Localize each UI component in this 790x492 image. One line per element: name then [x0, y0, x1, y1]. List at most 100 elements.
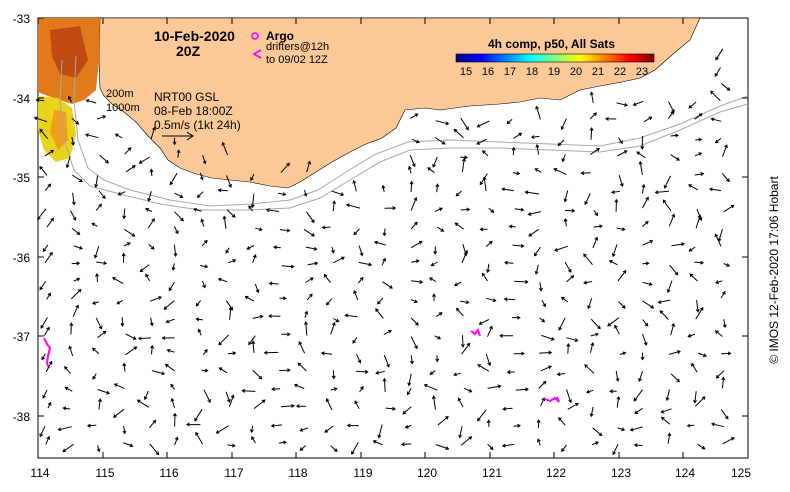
current-arrow	[670, 154, 681, 161]
current-arrow	[714, 137, 722, 144]
current-arrow	[566, 389, 572, 404]
current-arrow	[199, 172, 204, 181]
current-arrow	[305, 211, 315, 224]
current-arrow	[377, 424, 383, 439]
lon-tick: 122	[545, 466, 567, 480]
colorbar-tick: 17	[503, 66, 517, 78]
current-arrow	[331, 190, 345, 197]
current-arrow	[618, 301, 626, 309]
current-arrow	[541, 334, 555, 341]
current-arrow	[164, 363, 175, 372]
current-arrow	[431, 395, 436, 410]
current-arrow	[410, 317, 419, 326]
current-arrow	[96, 261, 108, 266]
current-arrow	[228, 394, 235, 407]
current-arrow	[536, 419, 541, 428]
current-arrow	[121, 252, 126, 263]
current-arrow	[454, 281, 462, 287]
current-arrow	[528, 228, 539, 237]
current-arrow	[561, 444, 567, 452]
current-arrow	[304, 321, 308, 336]
current-arrow	[688, 101, 697, 109]
drifter-track-b	[470, 327, 481, 337]
current-arrow	[671, 242, 685, 247]
current-arrow	[171, 263, 176, 271]
current-arrow	[358, 245, 364, 257]
current-arrow	[593, 210, 599, 217]
axis-ticks	[37, 17, 749, 458]
current-arrow	[95, 272, 100, 283]
current-arrow	[174, 192, 184, 198]
current-arrow	[40, 317, 48, 329]
current-arrow	[68, 345, 74, 357]
current-arrow	[320, 351, 333, 356]
current-arrow	[196, 191, 204, 198]
current-arrow	[65, 156, 71, 169]
current-arrow	[501, 443, 515, 448]
current-arrow	[383, 354, 390, 368]
current-arrow	[253, 399, 266, 409]
current-arrow	[268, 314, 281, 319]
current-arrow	[410, 113, 419, 119]
current-arrow	[592, 441, 599, 446]
lat-tick: -37	[12, 330, 30, 344]
current-arrow	[116, 299, 123, 305]
current-arrow	[71, 192, 76, 206]
current-arrow	[411, 138, 420, 144]
current-arrow	[715, 48, 724, 61]
current-arrow	[557, 139, 565, 147]
current-arrow	[564, 261, 572, 273]
current-arrow	[689, 273, 698, 282]
current-arrow	[641, 196, 649, 209]
current-arrow	[460, 155, 469, 160]
current-arrow	[170, 397, 176, 409]
current-arrow	[358, 261, 373, 267]
current-arrow	[640, 352, 645, 361]
current-arrow	[227, 443, 236, 448]
current-arrow	[423, 383, 438, 391]
argo-symbol	[251, 32, 259, 40]
current-arrow	[72, 304, 79, 317]
current-arrow	[244, 295, 255, 302]
current-arrow	[432, 293, 437, 301]
current-arrow	[325, 398, 333, 411]
current-arrow	[217, 188, 228, 193]
lon-tick: 114	[30, 466, 50, 480]
current-arrow	[482, 150, 489, 157]
current-arrow	[46, 292, 51, 300]
current-arrow	[200, 264, 209, 269]
current-arrow	[695, 306, 704, 320]
current-arrow	[174, 211, 184, 222]
current-arrow	[506, 370, 515, 375]
current-arrow	[382, 281, 393, 289]
current-arrow	[330, 445, 338, 453]
current-arrow	[617, 427, 626, 432]
current-arrow	[607, 317, 620, 327]
current-arrow	[553, 168, 567, 176]
current-arrow	[665, 389, 670, 402]
current-arrow	[331, 370, 336, 380]
lat-tick: -38	[12, 410, 30, 424]
current-arrow	[721, 173, 730, 183]
current-arrow	[321, 225, 331, 230]
current-arrow	[64, 365, 71, 374]
current-arrow	[460, 436, 473, 446]
current-arrow	[383, 330, 392, 336]
current-arrow	[435, 120, 450, 126]
current-arrow	[633, 389, 643, 402]
current-arrow	[293, 383, 305, 389]
current-arrow	[163, 300, 175, 310]
current-arrow	[488, 207, 495, 213]
current-arrow	[278, 440, 287, 445]
current-arrow	[122, 362, 127, 372]
current-arrow	[410, 298, 418, 303]
current-arrow	[463, 387, 473, 393]
drifter-track-c	[544, 396, 560, 403]
current-arrow	[670, 322, 676, 336]
current-arrow	[503, 297, 516, 302]
current-arrow	[538, 282, 543, 292]
current-arrow	[566, 275, 575, 283]
current-arrow	[73, 277, 81, 282]
current-arrow	[352, 179, 357, 192]
current-arrow	[640, 136, 645, 150]
